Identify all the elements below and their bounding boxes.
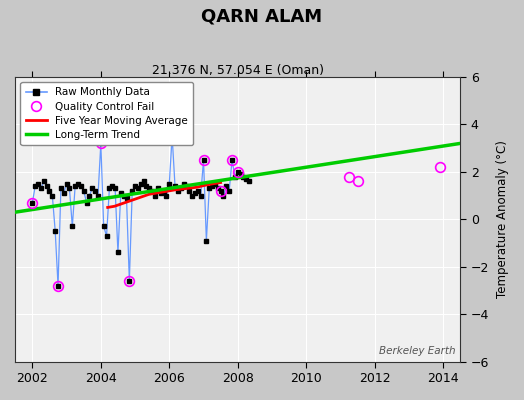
Title: 21.376 N, 57.054 E (Oman): 21.376 N, 57.054 E (Oman) (152, 64, 324, 77)
Text: Berkeley Earth: Berkeley Earth (379, 346, 456, 356)
Legend: Raw Monthly Data, Quality Control Fail, Five Year Moving Average, Long-Term Tren: Raw Monthly Data, Quality Control Fail, … (20, 82, 193, 145)
Text: QARN ALAM: QARN ALAM (201, 8, 323, 26)
Y-axis label: Temperature Anomaly (°C): Temperature Anomaly (°C) (496, 140, 509, 298)
